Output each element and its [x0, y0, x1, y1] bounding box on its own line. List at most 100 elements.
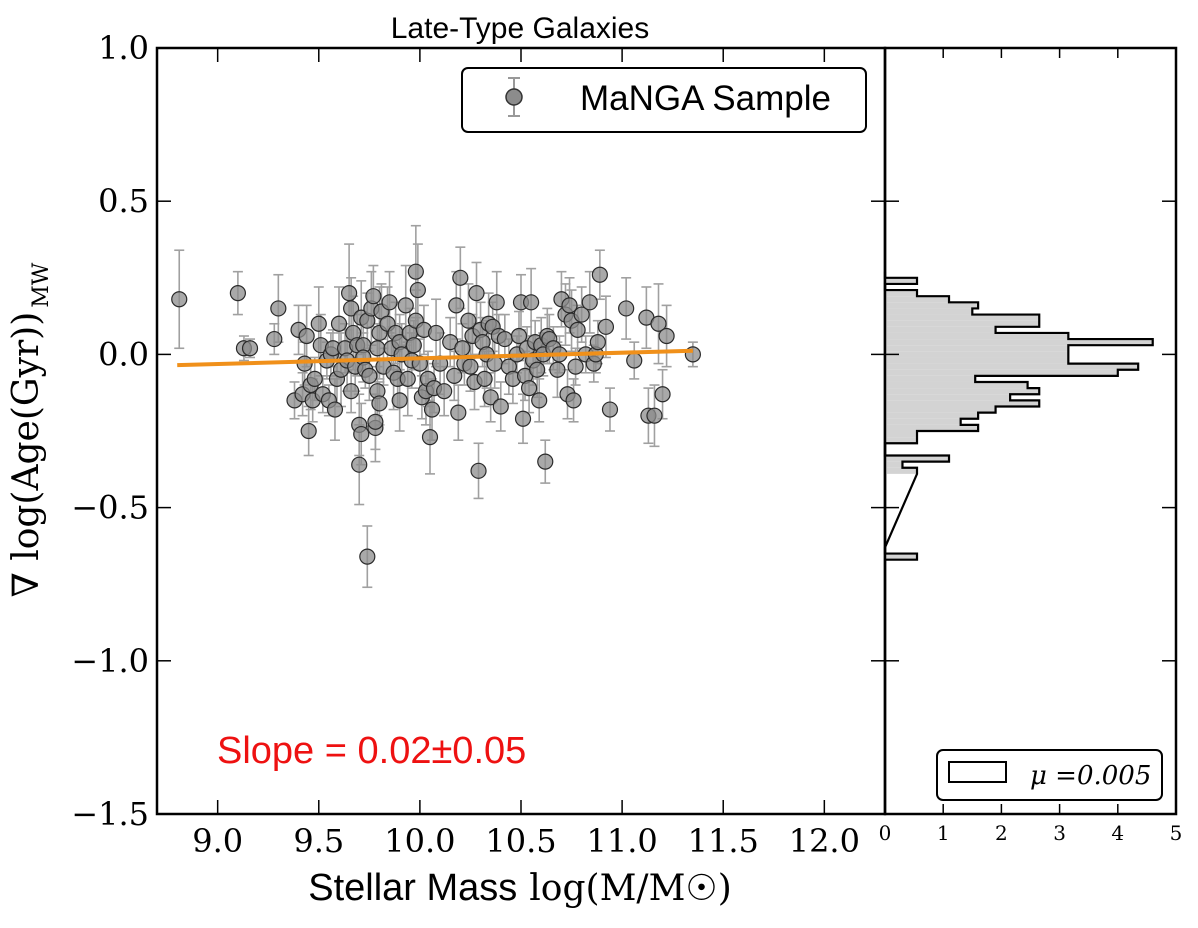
data-point	[423, 401, 441, 418]
legend-marker	[505, 88, 523, 106]
data-point	[450, 404, 467, 421]
y-tick-label: −1.5	[71, 795, 149, 833]
data-point	[397, 297, 414, 314]
data-point	[343, 300, 360, 317]
data-point	[330, 315, 348, 332]
data-point	[654, 386, 671, 403]
histogram-bar	[885, 553, 918, 560]
data-point	[341, 285, 358, 302]
data-point	[569, 321, 586, 338]
histogram-bar	[885, 412, 979, 419]
data-point	[421, 429, 439, 446]
data-point	[618, 300, 635, 317]
data-point	[448, 297, 465, 314]
data-point	[351, 456, 368, 473]
data-point	[591, 266, 608, 283]
x-tick-label: 12.0	[789, 822, 860, 860]
histogram-y-ticks	[885, 47, 1176, 815]
histogram-bars	[883, 271, 1154, 561]
histogram-bar	[885, 332, 1069, 340]
data-point	[367, 413, 384, 430]
data-point	[391, 392, 408, 409]
data-point	[589, 334, 606, 351]
data-point	[300, 422, 317, 440]
slope-annotation: Slope = 0.02±0.05	[217, 730, 526, 772]
data-point	[549, 361, 566, 378]
scatter-plot: 9.0 9.5 10.0 10.5 11.0 11.5 12.0 1.0 0.5 0.0 −0.5…	[71, 29, 887, 860]
data-point	[229, 285, 246, 302]
data-point	[446, 367, 463, 384]
data-point	[531, 392, 548, 409]
data-point	[326, 401, 344, 418]
legend-label: MaNGA Sample	[580, 79, 831, 118]
data-points	[171, 263, 701, 565]
histogram-bar	[885, 314, 1040, 321]
data-point	[488, 294, 505, 311]
data-point	[454, 340, 471, 357]
data-point	[520, 380, 538, 397]
histogram-bar	[885, 357, 1069, 364]
histogram-bar	[885, 461, 903, 468]
histogram-bar	[885, 345, 1069, 352]
data-point	[468, 285, 485, 302]
histogram-bar	[885, 455, 950, 462]
data-point	[343, 383, 360, 400]
x-axis-label-text: Stellar Mass log(M/M☉)	[308, 867, 732, 909]
data-point	[306, 370, 323, 388]
data-point	[514, 410, 532, 427]
histogram-bar	[885, 320, 1040, 327]
scatter-legend: MaNGA Sample	[461, 67, 867, 133]
histogram-bar	[885, 351, 1069, 358]
data-point	[171, 291, 188, 308]
data-point	[470, 462, 487, 479]
data-point	[482, 389, 499, 406]
data-point	[492, 398, 509, 415]
data-point	[462, 358, 479, 375]
x-axis-label-math: log(M/M☉)	[529, 868, 731, 909]
scatter-x-ticks: 9.0 9.5 10.0 10.5 11.0 11.5 12.0	[192, 48, 860, 860]
data-point	[407, 263, 424, 280]
histogram-bar	[885, 369, 1118, 376]
y-axis-label: ∇ log(Age(Gyr)) MW	[6, 262, 54, 597]
histogram-axes-frame	[883, 46, 1178, 816]
data-point	[626, 352, 643, 369]
data-point	[573, 306, 590, 323]
data-point	[353, 425, 370, 443]
histogram-bar	[885, 339, 1153, 346]
data-point	[405, 337, 422, 354]
data-point	[298, 327, 315, 345]
histogram-legend-label: μ =0.005	[1030, 761, 1151, 791]
data-point	[650, 315, 667, 332]
histogram-bar	[885, 431, 918, 438]
fit-line-group	[177, 348, 693, 368]
histogram-bar	[885, 381, 1028, 389]
data-point	[597, 318, 615, 335]
data-point	[361, 367, 378, 384]
histogram-bar	[885, 296, 950, 303]
data-point	[567, 358, 584, 375]
histogram-bar	[885, 437, 918, 444]
data-point	[510, 327, 528, 345]
x-tick-label: 9.0	[192, 822, 243, 860]
histogram-bar	[885, 424, 979, 431]
legend-box	[461, 67, 867, 133]
x-axis-label-words: Stellar Mass	[308, 867, 517, 909]
data-point	[460, 312, 477, 329]
data-point	[646, 407, 663, 424]
x-tick-label: 9.5	[293, 822, 344, 860]
data-point	[581, 294, 598, 311]
histogram-plot: 0 1 2 3 4 5 μ =0.005	[879, 46, 1182, 845]
data-point	[369, 340, 386, 357]
data-point	[310, 315, 327, 332]
data-point	[266, 330, 283, 348]
x-tick-label: 10.5	[485, 822, 556, 860]
data-point	[427, 324, 445, 342]
scatter-y-ticks: 1.0 0.5 0.0 −0.5 −1.0 −1.5	[71, 29, 885, 833]
y-axis-label-math: ∇ log(Age(Gyr))	[6, 312, 47, 598]
histogram-bar	[885, 467, 918, 474]
histogram-x-tick-label: 4	[1111, 821, 1124, 845]
y-tick-label: −1.0	[71, 642, 149, 680]
histogram-bar	[885, 326, 996, 333]
histogram-bar	[885, 290, 918, 297]
histogram-legend-swatch	[948, 761, 1007, 783]
